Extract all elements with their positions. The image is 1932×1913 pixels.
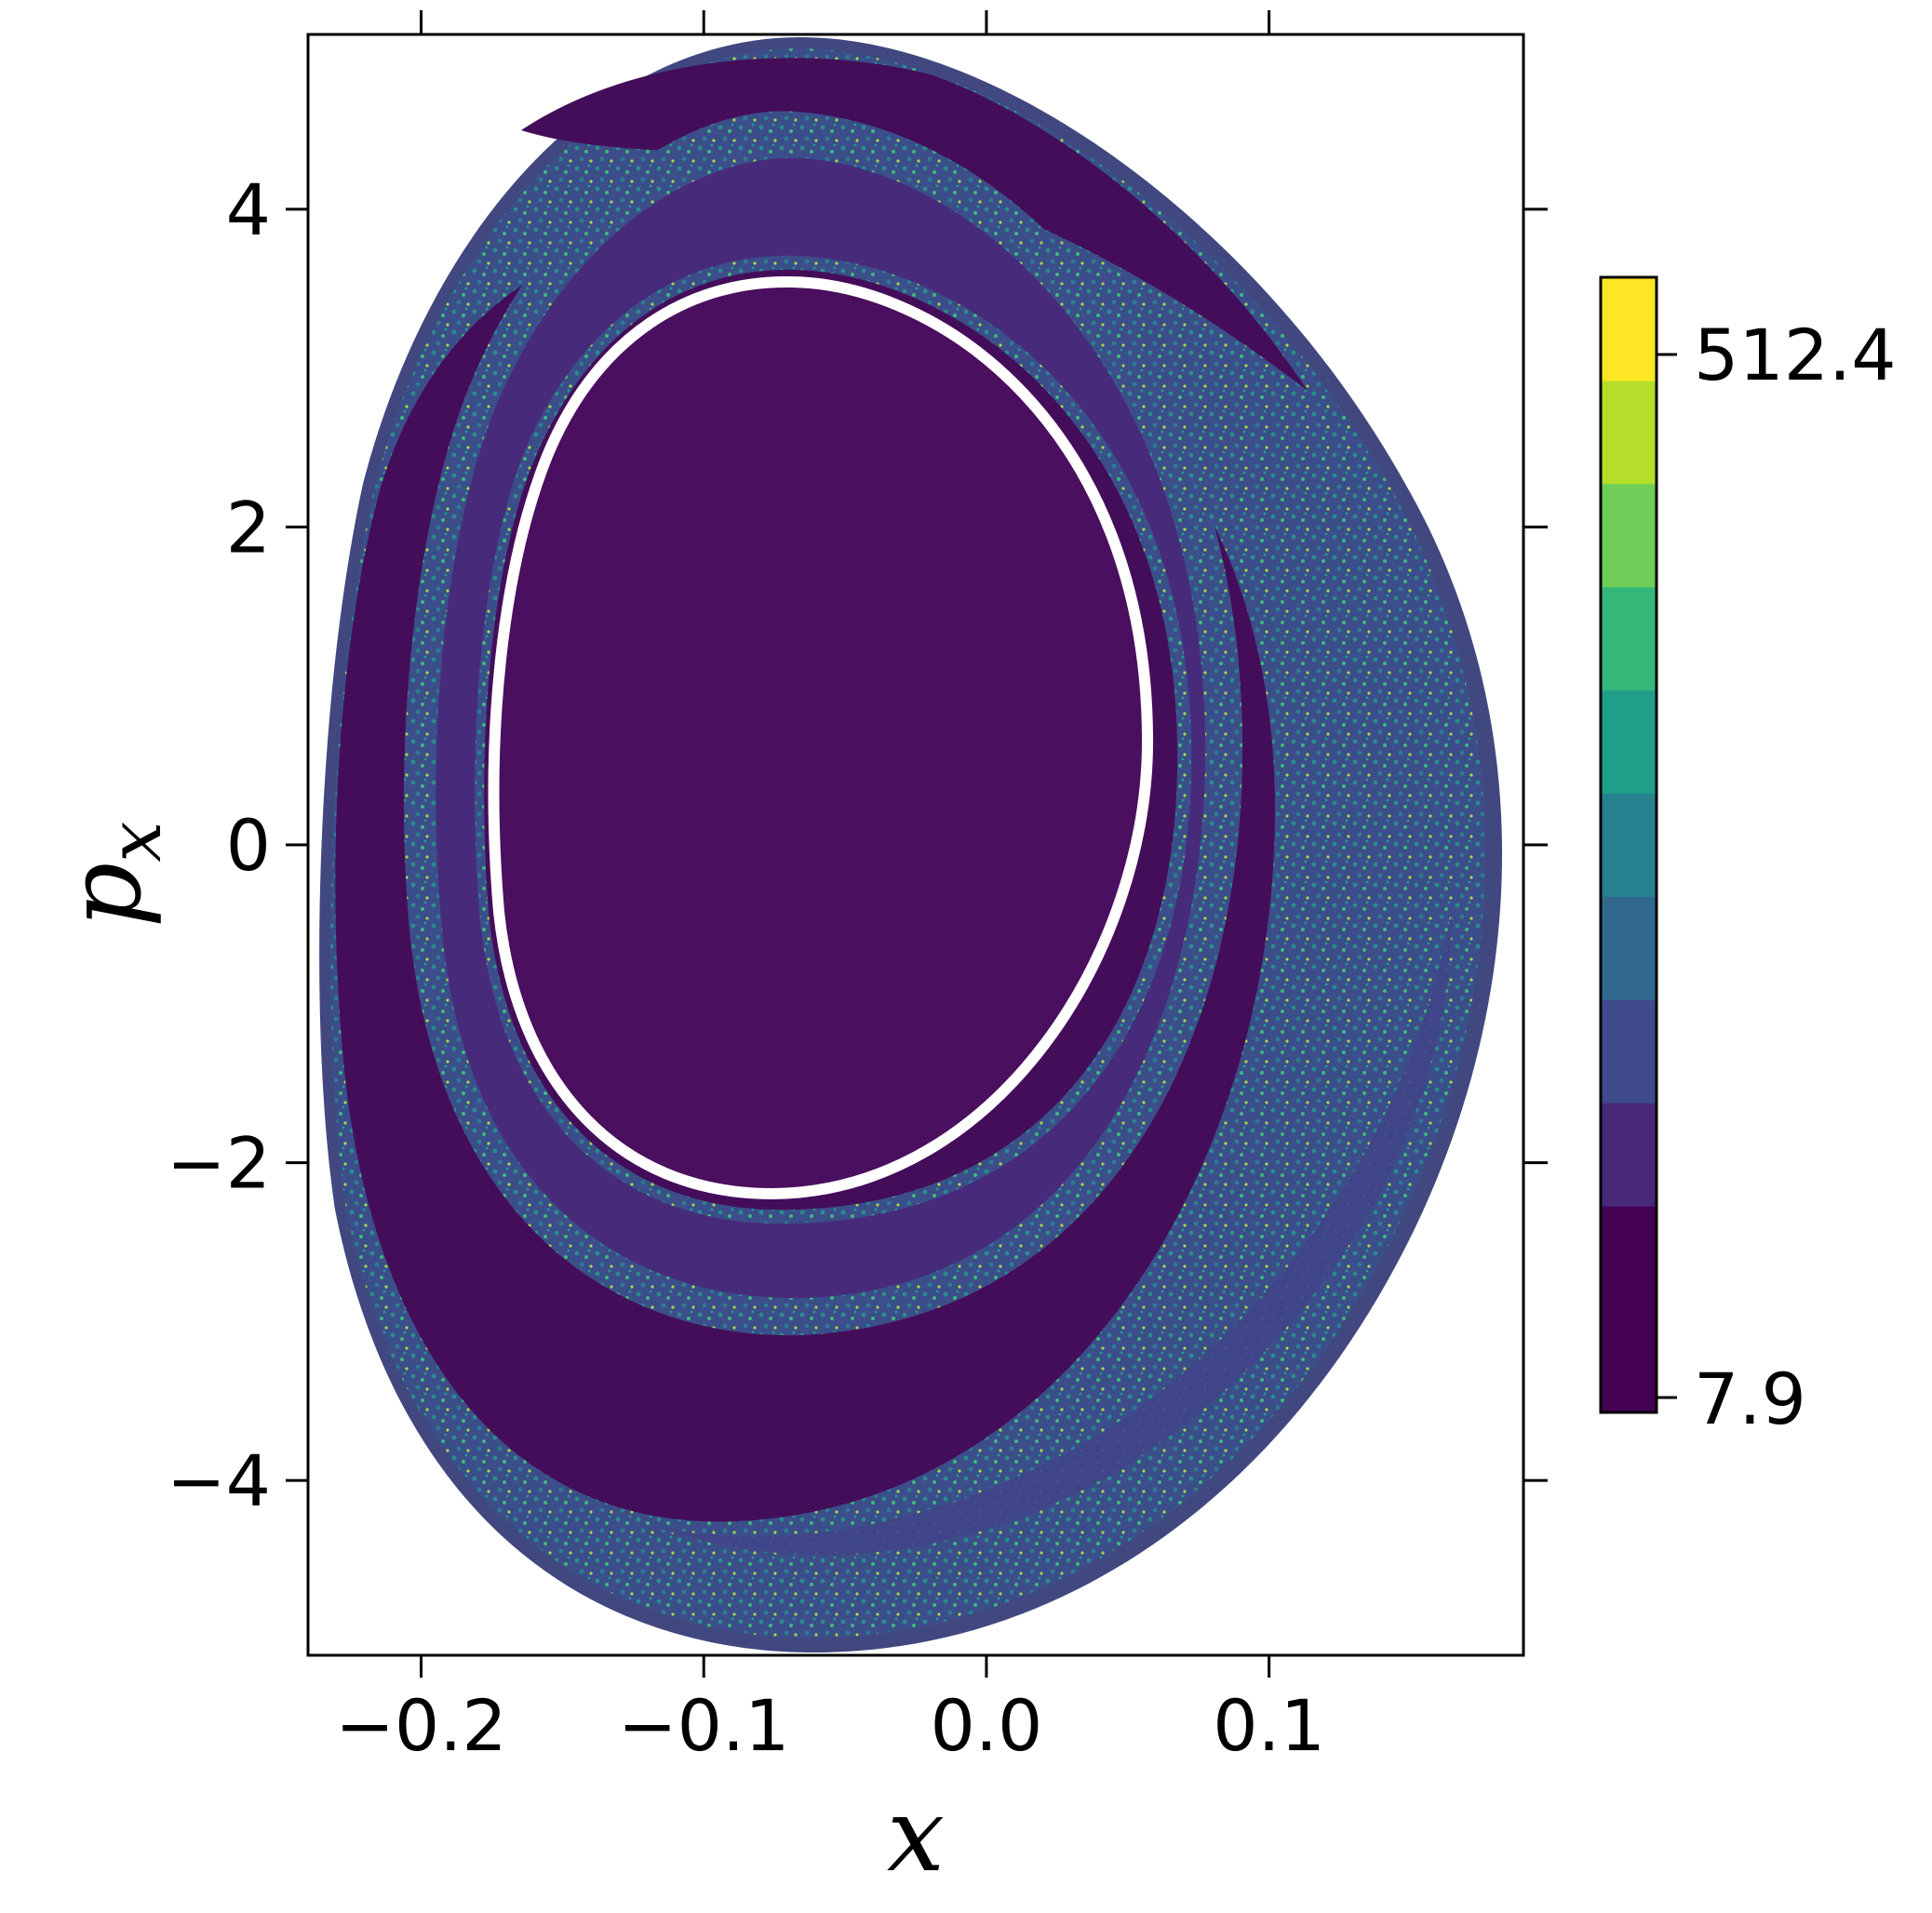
colorbar-band-4	[1601, 896, 1657, 1000]
y-tick-label-4: −4	[167, 1439, 271, 1522]
colorbar-max-label: 512.4	[1694, 314, 1897, 396]
x-axis-ticks: −0.2 −0.1 0.0 0.1	[335, 10, 1325, 1767]
y-tick-label-0: 4	[226, 168, 271, 251]
y-axis-label-subscript: x	[94, 822, 178, 863]
colorbar-band-2	[1601, 1103, 1657, 1207]
white-invariant-curve	[488, 275, 1154, 1200]
colorbar-min-label: 7.9	[1694, 1358, 1806, 1440]
x-tick-label-1: −0.1	[618, 1684, 790, 1767]
colorbar-band-1	[1601, 1206, 1657, 1310]
x-axis-label: x	[887, 1775, 945, 1894]
colorbar-band-6	[1601, 689, 1657, 795]
heatmap-layer	[319, 37, 1503, 1653]
y-axis-label-main: p	[45, 863, 164, 928]
colorbar-band-0	[1601, 1309, 1657, 1413]
svg-text:px: px	[45, 822, 178, 928]
colorbar-band-5	[1601, 793, 1657, 897]
y-tick-label-2: 0	[226, 804, 271, 887]
colorbar-band-7	[1601, 586, 1657, 691]
x-tick-label-0: −0.2	[335, 1684, 507, 1767]
colorbar-band-3	[1601, 999, 1657, 1104]
colorbar-band-9	[1601, 380, 1657, 485]
x-tick-label-2: 0.0	[930, 1684, 1042, 1767]
colorbar: 512.4 7.9	[1599, 275, 1897, 1440]
colorbar-frame	[1599, 275, 1658, 1414]
colorbar-band-8	[1601, 483, 1657, 588]
y-tick-label-3: −2	[167, 1122, 271, 1205]
y-axis-ticks: 4 2 0 −2 −4	[167, 168, 1548, 1522]
y-axis-label: px	[45, 822, 178, 928]
colorbar-bands	[1601, 277, 1657, 1413]
y-tick-label-1: 2	[226, 486, 271, 569]
colorbar-band-10	[1601, 277, 1657, 381]
x-tick-label-3: 0.1	[1213, 1684, 1325, 1767]
